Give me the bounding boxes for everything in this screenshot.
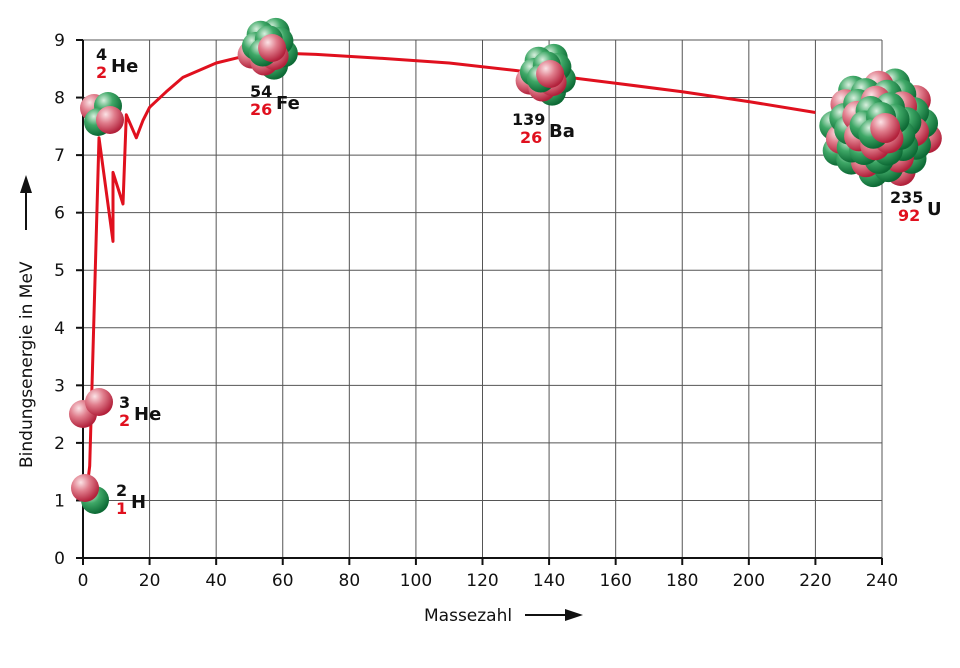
axes [76,39,883,565]
x-tick-label: 40 [205,571,227,591]
proton-number: 26 [520,128,542,147]
mass-number: 54 [250,82,272,101]
element-symbol: He [111,56,138,77]
x-axis-label: Massezahl [424,606,512,626]
y-tick-label: 0 [54,549,65,569]
x-tick-label: 200 [733,571,765,591]
nuclide-label: 21 H [116,481,146,518]
nucleus-u-235 [819,68,942,188]
x-tick-label: 20 [139,571,161,591]
proton-ball [870,113,901,143]
nucleus-ba-139 [515,43,576,106]
nuclide-label: 42 He [96,45,138,82]
nucleus-fe-54 [237,17,298,80]
proton-number: 92 [898,206,920,225]
nucleus-he-3 [69,388,113,428]
tick-labels: 0 20 40 60 80 100 120 140 160 180 200 220 2400123456… [54,31,898,591]
nucleus-h-2 [71,474,109,514]
y-tick-label: 6 [54,204,65,224]
mass-number: 2 [116,481,127,500]
y-tick-label: 5 [54,261,65,281]
mass-number: 3 [119,393,130,412]
proton-number: 26 [250,100,272,119]
mass-number: 235 [890,188,923,207]
element-symbol: H [131,492,146,513]
x-tick-label: 60 [272,571,294,591]
y-tick-label: 9 [54,31,65,51]
proton-ball [96,106,124,134]
element-symbol: Fe [276,93,300,114]
nuclide-label: 32 He [119,393,161,430]
x-tick-label: 80 [339,571,361,591]
y-tick-label: 3 [54,376,65,396]
y-tick-label: 2 [54,434,65,454]
x-tick-label: 240 [866,571,898,591]
y-tick-label: 8 [54,89,65,109]
proton-number: 1 [116,499,127,518]
proton-ball [536,60,565,88]
x-tick-label: 160 [599,571,631,591]
element-symbol: Ba [549,121,575,142]
proton-ball [71,474,99,502]
x-tick-label: 100 [400,571,432,591]
binding-energy-curve [84,51,816,495]
x-tick-label: 120 [466,571,498,591]
x-tick-label: 140 [533,571,565,591]
proton-ball [258,34,287,62]
y-tick-label: 1 [54,491,65,511]
proton-number: 2 [96,63,107,82]
mass-number: 4 [96,45,107,64]
x-axis-arrow-icon [525,609,583,621]
nucleus-he-4 [80,92,124,136]
y-axis-label: Bindungsenergie in MeV [17,261,37,468]
element-symbol: He [134,404,161,425]
y-axis-arrow-icon [20,175,32,230]
y-tick-label: 7 [54,146,65,166]
proton-ball [85,388,113,416]
element-symbol: U [927,199,942,220]
x-tick-label: 180 [666,571,698,591]
y-tick-label: 4 [54,319,65,339]
x-tick-label: 220 [799,571,831,591]
x-tick-label: 0 [78,571,89,591]
mass-number: 139 [512,110,545,129]
proton-number: 2 [119,411,130,430]
grid [83,39,883,558]
